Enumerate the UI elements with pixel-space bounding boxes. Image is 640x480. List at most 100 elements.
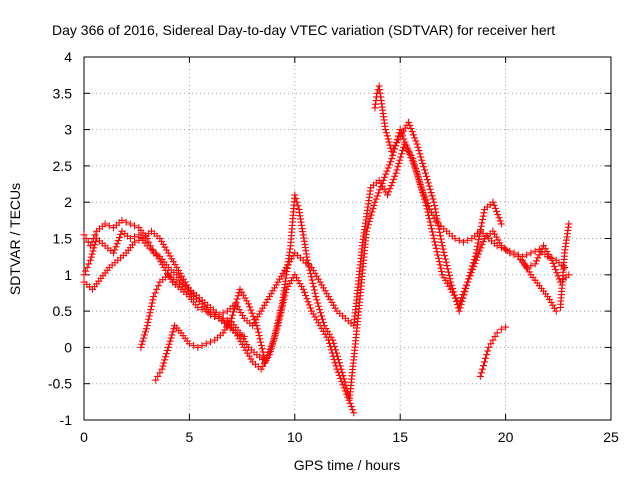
marker-track-a-38-7	[399, 147, 407, 155]
marker-track-b-29-4	[316, 305, 324, 313]
x-tick-label-5: 5	[186, 429, 194, 445]
marker-track-e-13-2	[254, 328, 262, 336]
marker-track-f-15-11	[479, 212, 487, 220]
marker-track-c-25-4	[298, 282, 306, 290]
marker-track-h-0-4	[525, 268, 533, 276]
marker-track-f-13-6	[461, 288, 469, 296]
point-track-a-54	[527, 249, 535, 257]
marker-track-c-30-3	[337, 375, 345, 383]
marker-track-a-37-4	[388, 178, 396, 186]
marker-track-c-12-1	[183, 281, 191, 289]
point-track-c-27	[308, 307, 316, 315]
marker-track-f-8-7	[420, 163, 428, 171]
marker-track-c-29-4	[328, 349, 336, 357]
marker-track-f-13-1	[456, 304, 464, 312]
marker-track-f-5-4	[395, 136, 403, 144]
point-track-f-17	[489, 198, 497, 206]
point-track-b-36	[371, 198, 379, 206]
marker-track-f-13-5	[460, 291, 468, 299]
marker-track-b-48-5	[478, 241, 486, 249]
marker-track-f-17-1	[490, 201, 498, 209]
marker-track-c-23-5	[278, 305, 286, 313]
marker-track-e-13-3	[255, 332, 263, 340]
marker-track-b-29-3	[315, 302, 323, 310]
marker-track-d-1-8	[149, 296, 157, 304]
marker-track-c-27-4	[314, 319, 322, 327]
marker-track-c-30-1	[334, 368, 342, 376]
marker-track-c-18-2	[235, 335, 243, 343]
marker-track-d-1-2	[145, 315, 153, 323]
marker-track-h-3-3	[549, 301, 557, 309]
point-track-c-21	[257, 365, 265, 373]
marker-track-a-19-3	[237, 309, 245, 317]
marker-track-b-42-3	[424, 208, 432, 216]
marker-track-f-9-1	[422, 172, 430, 180]
marker-track-g-2-1	[487, 340, 495, 348]
marker-track-c-31-6	[349, 406, 357, 414]
marker-track-h-3-1	[545, 295, 553, 303]
marker-track-c-22-3	[268, 341, 276, 349]
marker-track-c-28-2	[319, 327, 327, 335]
marker-track-e-12-3	[248, 309, 256, 317]
point-track-c-29	[325, 336, 333, 344]
point-track-e-6	[194, 343, 202, 351]
marker-track-b-35-7	[369, 205, 377, 213]
marker-track-b-9-2	[155, 255, 163, 263]
y-tick-label-1: 1	[64, 267, 72, 283]
marker-track-a-37-6	[391, 172, 399, 180]
point-track-c-22	[266, 351, 274, 359]
x-axis-title: GPS time / hours	[294, 457, 401, 473]
point-track-f-4	[381, 126, 389, 134]
marker-track-b-36-5	[377, 183, 385, 191]
point-track-f-11	[438, 242, 446, 250]
marker-track-f-17-3	[493, 208, 501, 216]
marker-track-b-42-10	[429, 231, 437, 239]
marker-track-e-10-1	[228, 311, 236, 319]
marker-track-a-30-3	[330, 301, 338, 309]
marker-track-f-10-8	[435, 225, 443, 233]
marker-track-b-57-3	[552, 266, 560, 274]
marker-track-e-13-10	[261, 355, 269, 363]
marker-track-a-37-3	[387, 182, 395, 190]
marker-track-e-13-9	[260, 351, 268, 359]
marker-track-h-0-1	[520, 259, 528, 267]
marker-track-f-17-6	[496, 217, 504, 225]
point-track-c-25	[291, 271, 299, 279]
marker-track-b-44-2	[442, 277, 450, 285]
marker-track-c-10-4	[171, 261, 179, 269]
marker-track-f-17-5	[495, 214, 503, 222]
marker-track-e-11-1	[238, 288, 246, 296]
marker-track-c-31-3	[345, 396, 353, 404]
marker-track-a-24-1	[276, 275, 284, 283]
marker-track-e-6-1	[198, 342, 206, 350]
marker-track-a-19-4	[239, 311, 247, 319]
marker-track-b-1-3	[89, 247, 97, 255]
point-track-a-45	[451, 235, 459, 242]
marker-track-f-14-5	[468, 262, 476, 270]
marker-track-b-42-7	[427, 221, 435, 229]
marker-track-f-12-3	[450, 288, 458, 296]
point-track-a-24	[274, 278, 282, 286]
point-track-g-3	[489, 336, 497, 344]
marker-track-c-23-6	[279, 302, 287, 310]
marker-track-b-55-2	[534, 254, 542, 262]
marker-track-f-9-5	[426, 185, 434, 193]
marker-track-b-4-1	[111, 246, 119, 254]
marker-track-e-2-6	[170, 325, 178, 333]
point-track-b-1	[86, 256, 94, 264]
point-track-h-7	[565, 220, 573, 228]
chart-title: Day 366 of 2016, Sidereal Day-to-day VTE…	[52, 22, 555, 38]
marker-track-f-7-4	[409, 131, 417, 139]
marker-track-b-43-8	[436, 261, 444, 269]
marker-track-c-23-9	[281, 292, 289, 300]
marker-track-e-9-2	[223, 323, 231, 331]
marker-track-b-35-4	[366, 214, 374, 222]
point-track-f-7	[405, 118, 413, 126]
point-track-b-37	[379, 176, 387, 184]
marker-track-b-4-5	[116, 233, 124, 241]
point-track-f-5	[388, 147, 396, 155]
marker-track-b-56-1	[541, 245, 549, 253]
marker-track-b-35-2	[364, 221, 372, 229]
point-track-b-44	[438, 271, 446, 279]
point-track-c-9	[156, 235, 164, 242]
